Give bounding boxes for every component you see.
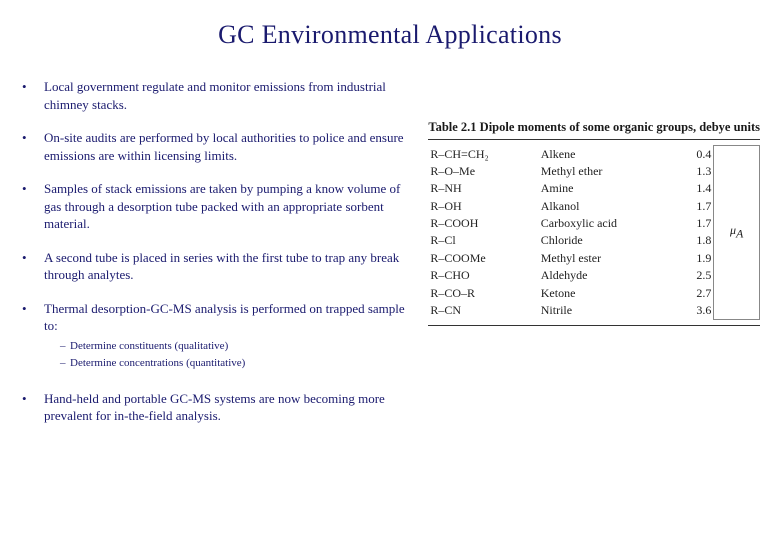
sub-bullet-item: –Determine concentrations (quantitative) [44,356,416,371]
bullet-text: Samples of stack emissions are taken by … [44,180,416,233]
bullet-marker: • [20,78,44,113]
formula-cell: R–COOH [428,215,538,232]
sub-bullet-text: Determine concentrations (quantitative) [64,356,416,371]
formula-cell: R–CH=CH₂ [428,146,538,163]
sub-bullet-list: –Determine constituents (qualitative)–De… [44,339,416,372]
name-cell: Amine [539,180,671,197]
bullet-marker: • [20,390,44,425]
bullet-text: On-site audits are performed by local au… [44,129,416,164]
bullet-marker: • [20,300,44,374]
slide: GC Environmental Applications •Local gov… [0,0,780,540]
value-cell: 3.6 [671,302,714,319]
bullet-text: A second tube is placed in series with t… [44,249,416,284]
table-row: R–OHAlkanol1.7 [428,198,759,215]
sub-bullet-item: –Determine constituents (qualitative) [44,339,416,354]
bullet-marker: • [20,129,44,164]
sub-bullet-text: Determine constituents (qualitative) [64,339,416,354]
name-cell: Nitrile [539,302,671,319]
bullet-text: Local government regulate and monitor em… [44,78,416,113]
bullet-text: Hand-held and portable GC-MS systems are… [44,390,416,425]
table-row: R–COOMeMethyl ester1.9 [428,250,759,267]
bullet-column: •Local government regulate and monitor e… [20,78,416,441]
bullet-item: •Local government regulate and monitor e… [20,78,416,113]
mu-subscript: A [736,226,743,240]
name-cell: Alkanol [539,198,671,215]
formula-cell: R–OH [428,198,538,215]
table-row: R–COOHCarboxylic acid1.7 [428,215,759,232]
bullet-item: •On-site audits are performed by local a… [20,129,416,164]
bullet-list: •Local government regulate and monitor e… [20,78,416,425]
name-cell: Aldehyde [539,267,671,284]
name-cell: Methyl ester [539,250,671,267]
formula-cell: R–Cl [428,232,538,249]
value-cell: 1.9 [671,250,714,267]
table-row: R–ClChloride1.8 [428,232,759,249]
table-column: Table 2.1 Dipole moments of some organic… [428,78,760,441]
slide-title: GC Environmental Applications [20,20,760,50]
value-cell: 1.8 [671,232,714,249]
table-rule [428,320,760,326]
bullet-marker: • [20,180,44,233]
dipole-table: Table 2.1 Dipole moments of some organic… [428,120,760,326]
bullet-marker: • [20,249,44,284]
dash-marker: – [44,356,64,371]
table-caption: Table 2.1 Dipole moments of some organic… [428,120,760,139]
table-row: R–CHOAldehyde2.5 [428,267,759,284]
table-body: R–CH=CH₂Alkene0.4μAR–O–MeMethyl ether1.3… [428,145,760,320]
table-row: R–CNNitrile3.6 [428,302,759,319]
name-cell: Alkene [539,146,671,163]
formula-cell: R–CO–R [428,285,538,302]
table-row: R–CH=CH₂Alkene0.4μA [428,146,759,163]
value-cell: 0.4 [671,146,714,163]
dash-marker: – [44,339,64,354]
formula-cell: R–CHO [428,267,538,284]
name-cell: Methyl ether [539,163,671,180]
bullet-item: •Thermal desorption-GC-MS analysis is pe… [20,300,416,374]
table-row: R–NHAmine1.4 [428,180,759,197]
formula-cell: R–CN [428,302,538,319]
value-cell: 2.5 [671,267,714,284]
content-row: •Local government regulate and monitor e… [20,78,760,441]
value-cell: 1.7 [671,198,714,215]
value-cell: 1.4 [671,180,714,197]
value-cell: 2.7 [671,285,714,302]
value-cell: 1.3 [671,163,714,180]
table-row: R–O–MeMethyl ether1.3 [428,163,759,180]
table-row: R–CO–RKetone2.7 [428,285,759,302]
name-cell: Chloride [539,232,671,249]
formula-cell: R–COOMe [428,250,538,267]
mu-symbol-cell: μA [714,146,760,320]
bullet-item: •Hand-held and portable GC-MS systems ar… [20,390,416,425]
name-cell: Carboxylic acid [539,215,671,232]
formula-cell: R–NH [428,180,538,197]
bullet-item: •Samples of stack emissions are taken by… [20,180,416,233]
formula-cell: R–O–Me [428,163,538,180]
bullet-item: •A second tube is placed in series with … [20,249,416,284]
bullet-text: Thermal desorption-GC-MS analysis is per… [44,300,416,374]
name-cell: Ketone [539,285,671,302]
value-cell: 1.7 [671,215,714,232]
